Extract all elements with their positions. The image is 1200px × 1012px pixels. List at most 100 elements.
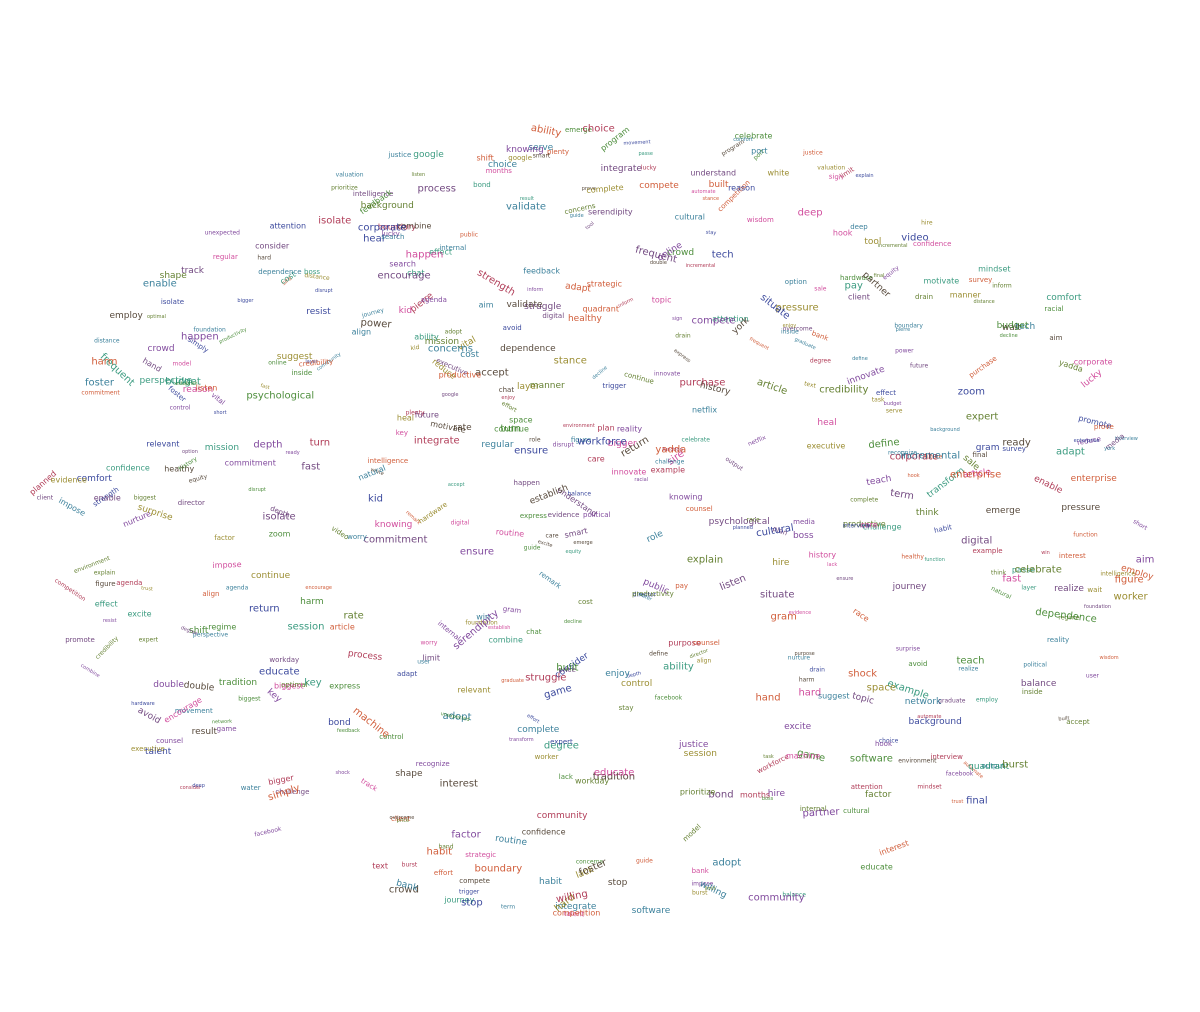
cloud-filler-word: avoid <box>502 324 522 333</box>
cloud-filler-word: prioritize <box>679 787 716 797</box>
cloud-filler-word: netflix <box>746 433 767 448</box>
cloud-filler-word: think <box>915 508 939 519</box>
cloud-filler-word: layer <box>305 358 318 365</box>
cloud-filler-word: transform <box>509 737 534 744</box>
cloud-filler-word: ability <box>663 661 694 673</box>
cloud-filler-word: community <box>536 811 588 822</box>
cloud-filler-word: hook <box>874 739 892 748</box>
cloud-filler-word: movement <box>174 707 213 716</box>
cloud-filler-word: psychological <box>246 390 315 402</box>
cloud-filler-word: foster <box>84 377 114 389</box>
cloud-filler-word: term <box>500 903 515 911</box>
cloud-filler-word: recognize <box>887 449 918 457</box>
cloud-filler-word: evidence <box>547 511 580 520</box>
cloud-filler-word: racial <box>634 476 649 483</box>
cloud-filler-word: burst <box>1002 759 1029 771</box>
cloud-filler-word: heal <box>396 413 415 423</box>
cloud-filler-word: client <box>847 292 870 302</box>
cloud-filler-word: adopt <box>712 857 742 869</box>
cloud-filler-word: bond <box>473 180 491 189</box>
cloud-filler-word: effect <box>94 599 118 609</box>
cloud-filler-word: enable <box>142 278 177 290</box>
cloud-filler-word: limit <box>704 885 716 892</box>
cloud-filler-word: habit <box>933 523 954 535</box>
cloud-filler-word: express <box>519 512 547 521</box>
cloud-filler-word: expert <box>965 411 999 423</box>
cloud-filler-word: comfort <box>76 473 112 484</box>
cloud-filler-word: gram <box>975 442 1000 453</box>
cloud-filler-word: lack <box>558 772 573 781</box>
cloud-filler-word: employ <box>109 310 143 321</box>
cloud-filler-word: wait <box>1087 585 1103 594</box>
cloud-filler-word: model <box>681 822 703 843</box>
cloud-filler-word: motivate <box>923 276 960 286</box>
cloud-filler-word: journey <box>892 582 927 593</box>
cloud-filler-word: zoom <box>957 386 985 398</box>
cloud-filler-word: establish <box>488 625 511 632</box>
cloud-filler-word: situate <box>760 589 795 601</box>
cloud-filler-word: decline <box>563 619 582 626</box>
cloud-filler-word: mission <box>204 443 240 454</box>
cloud-filler-word: control <box>169 404 191 412</box>
cloud-filler-word: facebook <box>945 770 974 778</box>
cloud-filler-word: figure <box>570 436 592 445</box>
cloud-filler-word: continue <box>623 370 656 387</box>
cloud-filler-word: months <box>739 790 771 800</box>
cloud-filler-word: tradition <box>218 677 258 688</box>
cloud-filler-word: community <box>748 892 805 904</box>
cloud-filler-word: mindset <box>978 264 1011 274</box>
cloud-filler-word: fast <box>1002 573 1022 585</box>
cloud-filler-word: routine <box>494 527 525 539</box>
cloud-filler-word: bigger <box>237 298 254 305</box>
cloud-filler-word: comfort <box>733 136 753 143</box>
cloud-filler-word: output <box>723 456 745 473</box>
cloud-filler-word: budget <box>883 401 902 408</box>
cloud-filler-word: trust <box>140 585 154 593</box>
cloud-filler-word: result <box>519 195 534 202</box>
cloud-filler-word: race <box>746 516 760 524</box>
cloud-filler-word: perspective <box>192 631 229 639</box>
cloud-filler-word: reason <box>728 183 756 193</box>
cloud-filler-word: factor <box>451 829 481 841</box>
cloud-filler-word: promote <box>65 636 95 645</box>
cloud-filler-word: explain <box>686 553 724 566</box>
cloud-filler-word: confidence <box>106 463 150 473</box>
cloud-filler-word: interest <box>439 778 478 790</box>
cloud-filler-word: workday <box>575 776 610 786</box>
cloud-filler-word: incremental <box>877 242 908 249</box>
cloud-filler-word: york <box>1104 446 1116 453</box>
cloud-filler-word: trigger <box>458 888 480 896</box>
cloud-filler-word: avoid <box>135 706 162 727</box>
cloud-filler-word: relevant <box>457 685 491 695</box>
cloud-filler-word: months <box>485 166 512 175</box>
cloud-filler-word: shift <box>476 153 494 163</box>
cloud-filler-word: teach <box>865 473 893 489</box>
cloud-filler-word: pressure <box>775 302 819 314</box>
cloud-filler-word: digital <box>450 519 470 527</box>
cloud-filler-word: celebrate <box>681 436 710 444</box>
cloud-filler-word: rate <box>343 610 364 622</box>
cloud-filler-word: aim <box>1049 333 1063 342</box>
cloud-filler-word: short <box>213 410 227 417</box>
cloud-filler-word: reality <box>1047 635 1070 644</box>
cloud-filler-word: hardware <box>839 273 873 282</box>
cloud-filler-word: lucky <box>381 230 400 239</box>
cloud-filler-word: mindset <box>917 783 942 791</box>
cloud-filler-word: intelligence <box>367 457 409 466</box>
cloud-filler-word: political <box>583 510 611 519</box>
cloud-filler-word: machine <box>350 705 392 741</box>
cloud-filler-word: environment <box>898 757 937 765</box>
cloud-filler-word: rate <box>453 423 472 434</box>
cloud-filler-word: stay <box>705 229 717 237</box>
cloud-filler-word: confidence <box>913 240 952 249</box>
cloud-filler-word: user <box>417 658 431 666</box>
cloud-filler-word: digital <box>542 312 565 321</box>
cloud-filler-word: graduate <box>938 697 966 705</box>
cloud-filler-word: shape <box>395 768 423 779</box>
cloud-filler-word: google <box>508 153 533 162</box>
cloud-filler-word: disrupt <box>552 441 574 449</box>
cloud-filler-word: pay <box>844 280 863 292</box>
cloud-filler-word: plan <box>597 423 615 433</box>
cloud-filler-word: function <box>924 556 945 563</box>
cloud-filler-word: media <box>793 517 815 526</box>
